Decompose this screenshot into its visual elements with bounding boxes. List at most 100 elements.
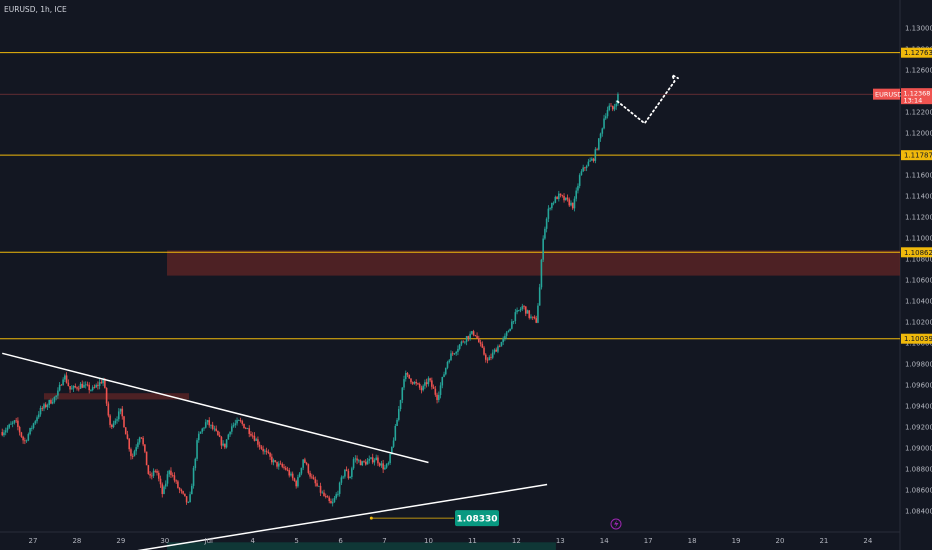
candle-body bbox=[140, 437, 143, 439]
candle-body bbox=[608, 105, 611, 110]
candle-body bbox=[418, 384, 421, 388]
candle-body bbox=[48, 400, 51, 406]
candle-body bbox=[185, 496, 188, 503]
candle-body bbox=[114, 420, 117, 424]
y-tick-label: 1.09400 bbox=[905, 402, 932, 410]
candle-body bbox=[531, 316, 534, 318]
candle-body bbox=[163, 486, 165, 494]
candle-body bbox=[194, 458, 197, 469]
candle-body bbox=[507, 331, 510, 333]
candle-body bbox=[43, 404, 45, 409]
candle-body bbox=[100, 382, 103, 384]
candle-body bbox=[373, 460, 376, 463]
candle-body bbox=[130, 449, 132, 456]
candle-body bbox=[196, 440, 198, 459]
candle-body bbox=[337, 493, 339, 495]
y-tick-label: 1.11400 bbox=[905, 192, 932, 200]
candle-body bbox=[90, 390, 92, 391]
candle-body bbox=[199, 431, 202, 434]
candle-body bbox=[304, 459, 306, 463]
current-symbol-tag-bg bbox=[873, 88, 900, 100]
candle-body bbox=[425, 382, 428, 385]
candle-body bbox=[173, 475, 176, 481]
candle-body bbox=[297, 477, 299, 487]
candle-body bbox=[347, 470, 350, 479]
candle-body bbox=[444, 367, 447, 375]
candle-body bbox=[281, 464, 284, 467]
candle-body bbox=[117, 411, 120, 420]
candle-body bbox=[542, 238, 544, 260]
candle-body bbox=[495, 349, 498, 352]
candle-body bbox=[151, 475, 153, 477]
candle-body bbox=[218, 435, 221, 437]
candle-body bbox=[192, 468, 195, 486]
candle-body bbox=[340, 477, 343, 483]
candle-body bbox=[295, 480, 297, 487]
candle-body bbox=[76, 387, 78, 389]
candle-body bbox=[359, 460, 362, 466]
candle-body bbox=[458, 344, 461, 349]
candle-body bbox=[231, 426, 233, 432]
candle-body bbox=[596, 149, 598, 151]
candle-body bbox=[60, 384, 63, 386]
candle-body bbox=[571, 202, 574, 209]
candle-body bbox=[72, 385, 75, 389]
candle-body bbox=[243, 423, 245, 429]
candle-body bbox=[152, 470, 155, 476]
candle-body bbox=[220, 436, 223, 446]
candle-body bbox=[41, 407, 44, 409]
candle-body bbox=[8, 424, 10, 428]
candle-body bbox=[46, 405, 49, 408]
candle-body bbox=[269, 453, 271, 457]
y-tick-label: 1.09200 bbox=[905, 423, 932, 431]
candle-body bbox=[382, 463, 384, 470]
x-tick-label: 27 bbox=[29, 537, 38, 545]
candle-body bbox=[284, 467, 287, 470]
y-tick-label: 1.08800 bbox=[905, 465, 932, 473]
candle-body bbox=[448, 360, 451, 362]
candle-body bbox=[321, 492, 324, 494]
candle-body bbox=[217, 430, 219, 436]
candle-body bbox=[556, 196, 558, 200]
current-price-tag: 1.12368 bbox=[904, 89, 931, 97]
candle-body bbox=[450, 353, 452, 361]
candle-body bbox=[156, 470, 158, 473]
candle-body bbox=[521, 306, 524, 310]
candle-body bbox=[39, 407, 42, 415]
candle-body bbox=[288, 470, 291, 476]
candle-body bbox=[592, 158, 595, 161]
candle-body bbox=[451, 353, 454, 355]
candle-body bbox=[577, 185, 579, 191]
candle-body bbox=[71, 388, 73, 390]
candle-body bbox=[554, 196, 557, 203]
candle-body bbox=[523, 306, 525, 308]
candle-body bbox=[380, 463, 383, 466]
candle-body bbox=[180, 489, 183, 492]
candle-body bbox=[229, 431, 231, 435]
candle-body bbox=[530, 316, 532, 318]
y-tick-label: 1.08400 bbox=[905, 507, 932, 515]
candle-body bbox=[462, 341, 464, 343]
candle-body bbox=[427, 378, 430, 385]
candle-body bbox=[465, 336, 468, 342]
candle-body bbox=[502, 338, 504, 343]
x-tick-label: 6 bbox=[338, 537, 343, 545]
candle-body bbox=[265, 450, 268, 452]
candle-body bbox=[6, 427, 9, 431]
candle-body bbox=[401, 387, 404, 401]
candle-body bbox=[25, 440, 28, 442]
candle-body bbox=[578, 175, 581, 186]
candle-body bbox=[587, 161, 590, 167]
candle-body bbox=[519, 309, 522, 311]
annotation-label: 1.08330 bbox=[457, 514, 498, 524]
lightning-icon[interactable] bbox=[610, 518, 622, 530]
candle-body bbox=[309, 472, 311, 477]
candle-body bbox=[84, 384, 87, 386]
candle-body bbox=[429, 378, 431, 381]
level-label-bg-2 bbox=[901, 247, 932, 258]
candle-body bbox=[533, 316, 536, 319]
candle-body bbox=[478, 338, 480, 343]
candle-body bbox=[22, 436, 24, 441]
candle-body bbox=[95, 384, 97, 388]
